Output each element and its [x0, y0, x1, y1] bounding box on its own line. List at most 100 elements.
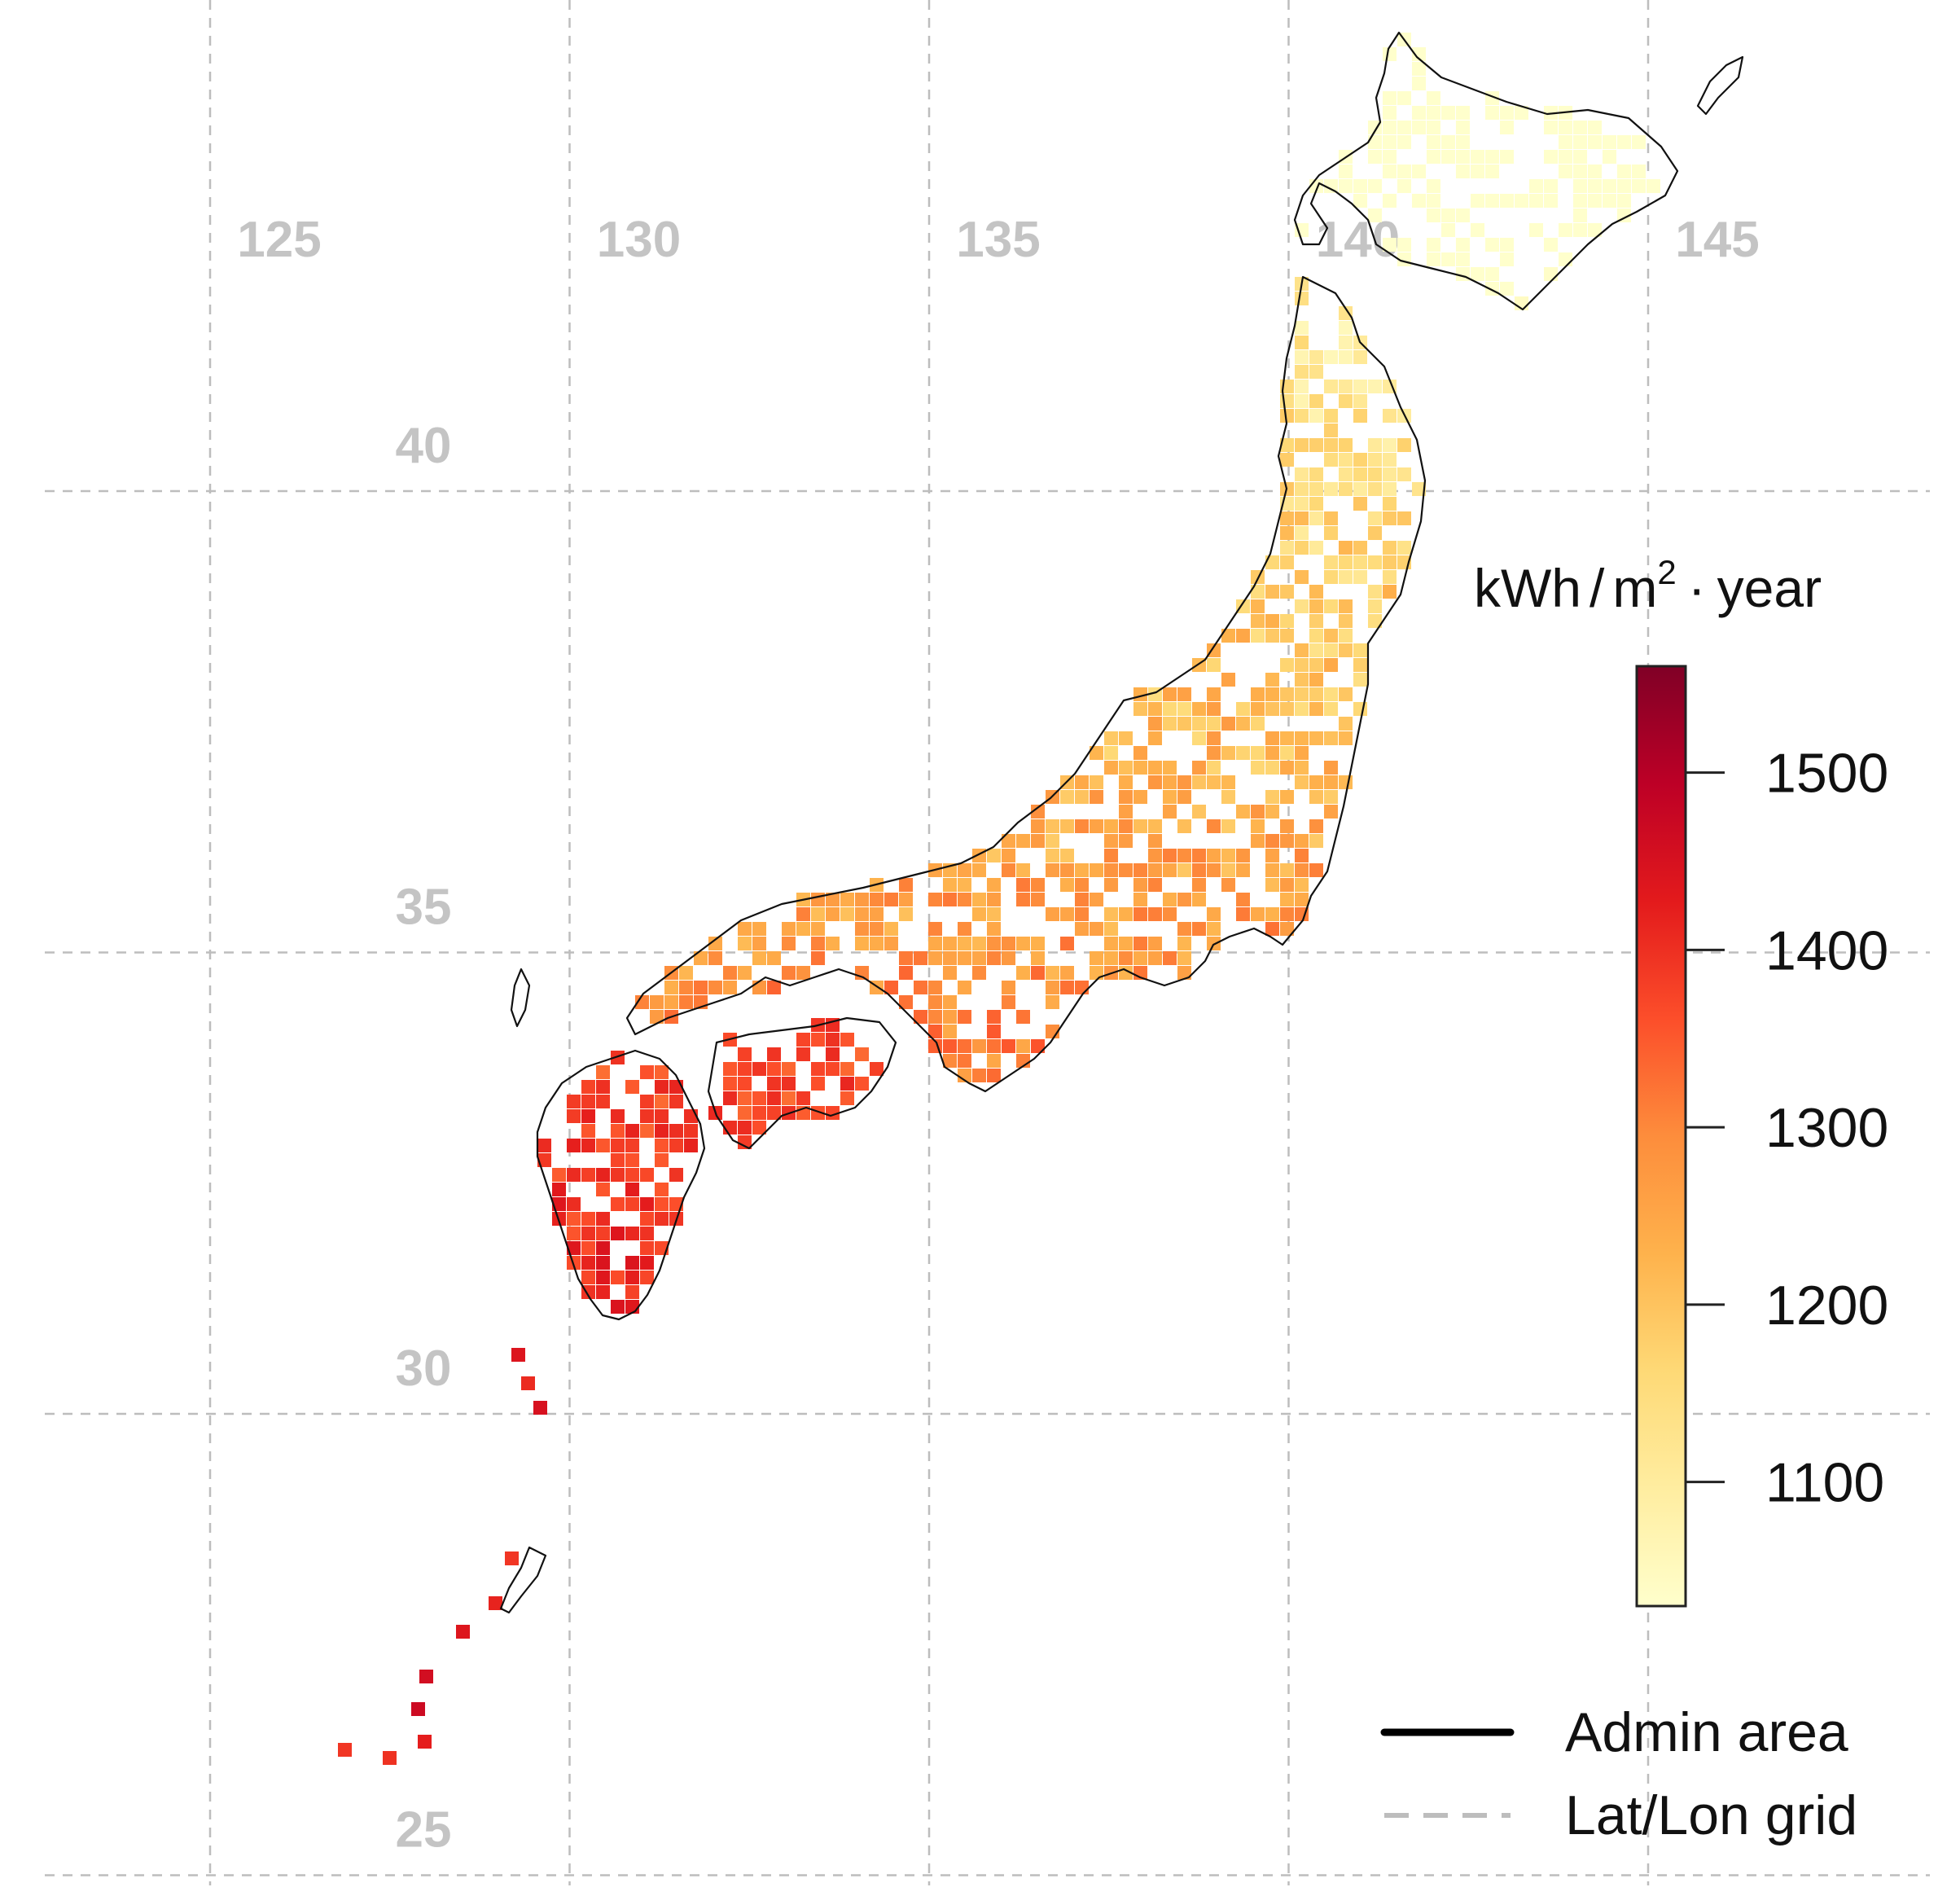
irradiance-cell [914, 1010, 927, 1024]
irradiance-cell [1324, 761, 1338, 775]
irradiance-cell [1207, 922, 1221, 936]
irradiance-cell [655, 1197, 669, 1211]
irradiance-cell [1295, 599, 1309, 613]
irradiance-cell [1588, 121, 1602, 134]
irradiance-cell [1280, 394, 1294, 408]
irradiance-cell [1177, 922, 1191, 936]
irradiance-cell [581, 1095, 595, 1108]
irradiance-cell [552, 1197, 566, 1211]
irradiance-cell [521, 1376, 535, 1390]
irradiance-cell [1148, 937, 1162, 950]
irradiance-cell [884, 893, 898, 906]
irradiance-cell [958, 863, 971, 877]
irradiance-cell [694, 981, 708, 994]
irradiance-cell [1324, 658, 1338, 672]
irradiance-cell [1104, 922, 1118, 936]
irradiance-cell [1265, 805, 1279, 819]
irradiance-cell [1177, 819, 1191, 833]
irradiance-cell [1500, 282, 1514, 296]
irradiance-cell [1339, 306, 1353, 320]
irradiance-cell [752, 1062, 766, 1076]
irradiance-cell [1339, 438, 1353, 452]
irradiance-cell [1133, 907, 1147, 921]
irradiance-cell [1617, 179, 1631, 193]
irradiance-cell [1573, 194, 1587, 208]
irradiance-cell [1075, 893, 1089, 906]
irradiance-cell [1221, 629, 1235, 643]
irradiance-cell [1192, 863, 1206, 877]
irradiance-cell [1046, 863, 1059, 877]
irradiance-cell [1559, 121, 1572, 134]
irradiance-cell [1544, 267, 1558, 281]
irradiance-cell [1324, 687, 1338, 701]
irradiance-cell [796, 1047, 810, 1061]
map-legend: Admin area Lat/Lon grid [1380, 1701, 1857, 1846]
irradiance-cell [1368, 585, 1382, 599]
irradiance-cell [1427, 91, 1440, 105]
irradiance-cell [1309, 394, 1323, 408]
irradiance-cell [1500, 194, 1514, 208]
irradiance-cell [1002, 834, 1015, 848]
irradiance-cell [1265, 702, 1279, 716]
irradiance-cell [723, 1062, 737, 1076]
irradiance-cell [752, 1121, 766, 1135]
irradiance-cell [1207, 643, 1221, 657]
irradiance-cell [1265, 614, 1279, 628]
irradiance-cell [1353, 497, 1367, 511]
irradiance-cell [567, 1109, 581, 1123]
honshu-outline [625, 275, 1427, 1093]
irradiance-cell [1236, 849, 1250, 862]
irradiance-cell [1163, 805, 1177, 819]
irradiance-cell [1339, 394, 1353, 408]
irradiance-cell [958, 951, 971, 965]
irradiance-cell [723, 981, 737, 994]
irradiance-cell [1339, 643, 1353, 657]
irradiance-cell [1221, 878, 1235, 892]
irradiance-cell [1324, 555, 1338, 569]
irradiance-cell [581, 1109, 595, 1123]
irradiance-cell [1133, 746, 1147, 760]
irradiance-cell [1016, 1010, 1030, 1024]
irradiance-cell [1309, 775, 1323, 789]
irradiance-cell [1148, 907, 1162, 921]
irradiance-cell [1383, 194, 1397, 208]
irradiance-cell [1353, 409, 1367, 423]
irradiance-cell [1002, 951, 1015, 965]
irradiance-cell [611, 1051, 625, 1064]
irradiance-cell [625, 1168, 639, 1182]
irradiance-cell [987, 907, 1001, 921]
irradiance-cell [1251, 907, 1265, 921]
irradiance-cell [537, 1153, 551, 1167]
irradiance-cell [1265, 922, 1279, 936]
irradiance-cell [1353, 673, 1367, 687]
irradiance-cell [1177, 775, 1191, 789]
irradiance-cell [738, 966, 752, 980]
irradiance-cell [1280, 819, 1294, 833]
irradiance-cell [1236, 863, 1250, 877]
irradiance-cell [1280, 702, 1294, 716]
irradiance-cell [1163, 951, 1177, 965]
irradiance-cell [1324, 453, 1338, 467]
irradiance-cell [1060, 966, 1074, 980]
irradiance-cell [752, 951, 766, 965]
irradiance-cell [987, 951, 1001, 965]
irradiance-cell [1309, 585, 1323, 599]
irradiance-cell [1412, 62, 1426, 76]
irradiance-cell [1192, 731, 1206, 745]
irradiance-cell [811, 1106, 825, 1120]
irradiance-cell [1119, 731, 1133, 745]
irradiance-cell [1295, 409, 1309, 423]
irradiance-cell [1368, 380, 1382, 393]
irradiance-cell [1383, 555, 1397, 569]
irradiance-cell [1559, 223, 1572, 237]
irradiance-cell [1221, 717, 1235, 731]
irradiance-cell [738, 1047, 752, 1061]
irradiance-cell [1163, 790, 1177, 804]
irradiance-cell [1588, 223, 1602, 237]
irradiance-cell [1427, 194, 1440, 208]
irradiance-cell [1324, 702, 1338, 716]
irradiance-cell [684, 1139, 698, 1152]
irradiance-cell [1236, 907, 1250, 921]
irradiance-cell [1471, 165, 1484, 178]
irradiance-cell [1353, 541, 1367, 555]
